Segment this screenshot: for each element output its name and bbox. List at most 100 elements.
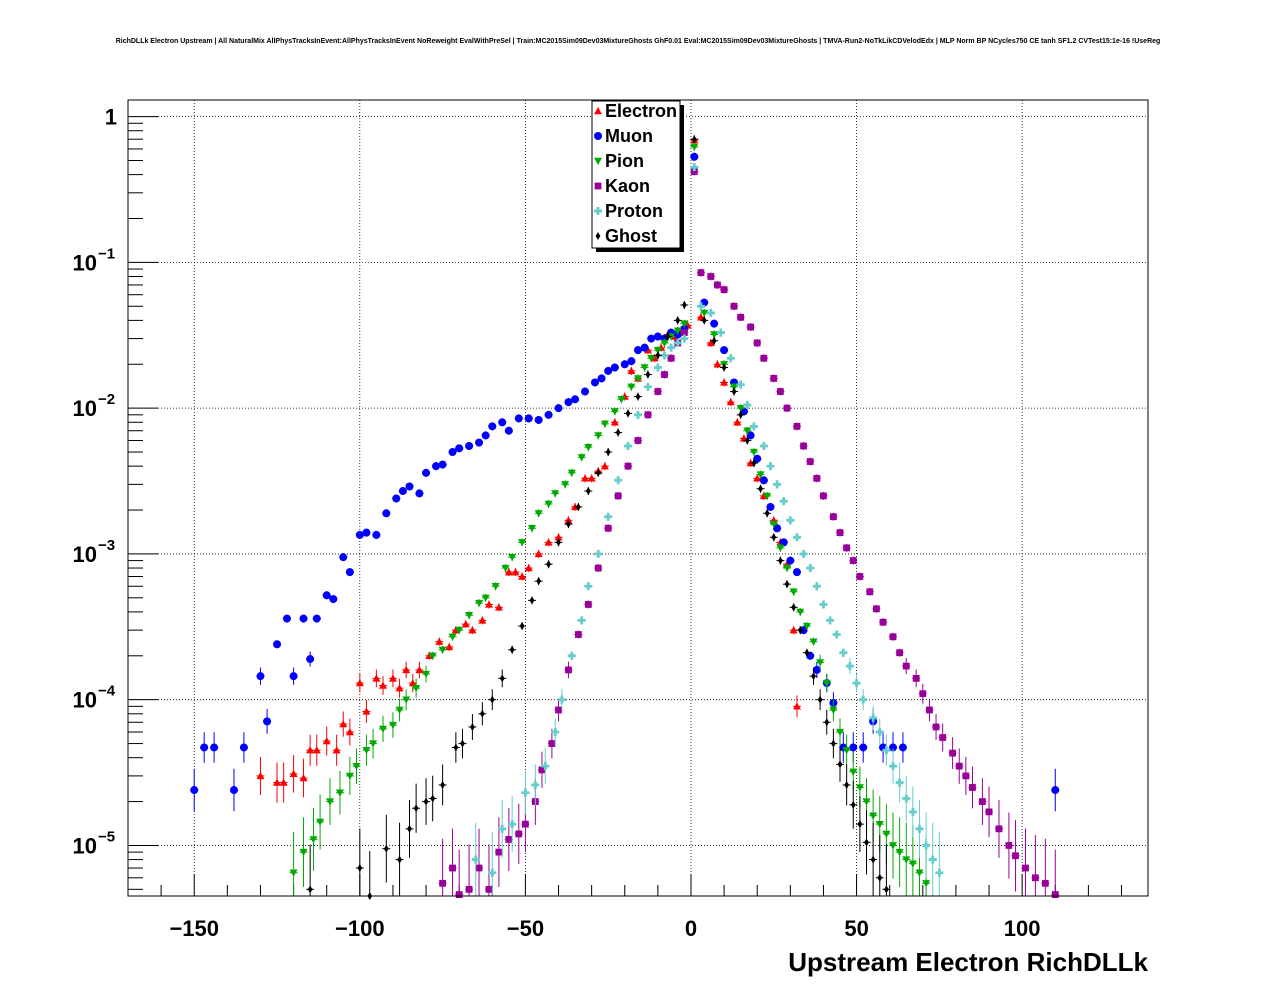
data-point: [939, 734, 947, 741]
data-point: [383, 844, 389, 853]
data-point: [263, 717, 272, 726]
data-point: [690, 152, 699, 161]
data-point: [707, 273, 715, 280]
data-point: [405, 482, 414, 491]
data-point: [455, 891, 463, 899]
data-point: [600, 420, 609, 428]
data-point: [625, 409, 631, 418]
data-point: [856, 573, 864, 580]
data-point: [836, 728, 845, 737]
data-point: [567, 651, 576, 660]
data-point: [806, 564, 815, 573]
data-point: [813, 474, 821, 482]
x-tick-label: 100: [1004, 916, 1041, 941]
data-point: [1041, 879, 1049, 887]
data-point: [635, 392, 641, 401]
data-point: [379, 681, 387, 689]
data-point: [783, 564, 792, 573]
y-tick-label: 10: [73, 396, 97, 421]
data-point: [859, 695, 868, 704]
data-point: [453, 743, 459, 752]
data-point: [908, 860, 917, 868]
data-point: [915, 824, 924, 833]
data-point: [575, 502, 581, 511]
data-point: [653, 332, 662, 341]
data-point: [849, 743, 858, 752]
data-point: [461, 620, 470, 628]
x-tick-label: −50: [507, 916, 544, 941]
data-point: [796, 608, 805, 616]
y-tick-exponent: −1: [98, 245, 115, 262]
data-point: [922, 880, 931, 888]
legend: Electron Muon Pion Kaon Proton Ghost: [591, 100, 684, 252]
data-point: [256, 771, 265, 780]
data-point: [898, 743, 907, 752]
data-point: [716, 328, 725, 337]
legend-marker-electron: [594, 107, 602, 115]
data-point: [849, 768, 858, 776]
data-point: [494, 603, 503, 611]
data-point: [468, 626, 477, 634]
data-point: [830, 739, 836, 748]
data-point: [820, 492, 827, 500]
data-point: [448, 448, 457, 457]
data-point: [471, 855, 480, 864]
data-point: [667, 354, 675, 362]
data-point: [706, 338, 715, 347]
data-point: [751, 459, 757, 468]
data-point: [889, 633, 897, 641]
data-point: [504, 426, 513, 435]
data-point: [372, 530, 381, 539]
data-point: [1005, 842, 1013, 849]
data-point: [800, 442, 807, 450]
data-point: [508, 553, 517, 562]
data-point: [587, 474, 596, 482]
data-point: [382, 509, 391, 518]
data-point: [792, 568, 801, 577]
data-point: [617, 396, 626, 404]
data-point: [557, 695, 566, 704]
data-point: [604, 366, 613, 375]
data-point: [423, 797, 429, 806]
data-point: [481, 431, 490, 440]
data-point: [955, 762, 963, 770]
data-point: [210, 743, 219, 752]
data-point: [322, 737, 331, 745]
data-point: [584, 443, 593, 452]
data-point: [919, 690, 927, 698]
data-point: [749, 448, 758, 457]
data-point: [1032, 874, 1039, 882]
data-point: [449, 864, 456, 872]
data-point: [485, 885, 493, 893]
data-point: [895, 778, 904, 787]
data-point: [564, 398, 573, 407]
data-point: [859, 743, 868, 752]
data-point: [721, 363, 727, 372]
data-point: [634, 437, 642, 444]
data-point: [1051, 891, 1059, 899]
x-tick-label: 0: [685, 916, 697, 941]
chart-title: RichDLLk Electron Upstream | All Natural…: [116, 38, 1161, 45]
data-point: [273, 640, 282, 649]
data-point: [779, 497, 788, 506]
y-tick-label: 10: [73, 250, 97, 275]
data-point: [312, 746, 321, 754]
data-point: [445, 642, 454, 651]
data-point: [700, 309, 709, 317]
data-point: [769, 520, 778, 529]
data-point: [460, 739, 465, 748]
data-point: [690, 168, 698, 175]
series-kaon: [438, 167, 1060, 899]
legend-marker-ghost: [595, 232, 601, 240]
data-point: [397, 855, 402, 864]
data-point: [534, 415, 543, 424]
data-point: [484, 600, 493, 608]
data-point: [714, 281, 721, 289]
data-point: [770, 374, 778, 382]
data-point: [733, 418, 742, 426]
data-point: [640, 343, 649, 352]
data-point: [329, 595, 338, 604]
data-point: [504, 568, 513, 576]
data-point: [289, 672, 298, 681]
